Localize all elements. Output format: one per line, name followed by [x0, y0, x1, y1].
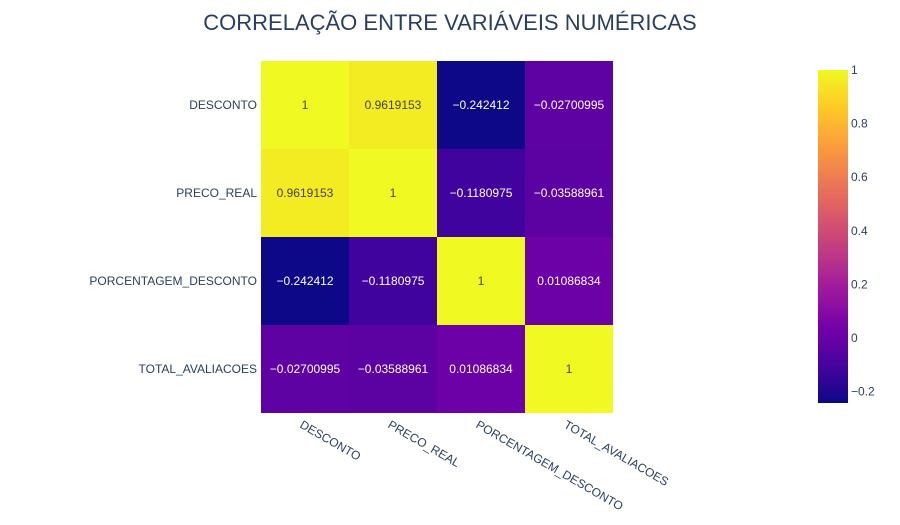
heatmap-cell-label-2-1: −0.1180975: [362, 274, 425, 288]
x-axis-ticks: DESCONTO PRECO_REAL PORCENTAGEM_DESCONTOTO…: [298, 417, 672, 513]
heatmap-cell-label-1-0: 0.9619153: [277, 186, 334, 200]
y-tick-label: PRECO_REAL: [176, 186, 257, 200]
colorbar-tick-label: −0.2: [851, 385, 875, 399]
heatmap-cell-labels: 1 0.9619153 −0.242412 −0.02700995 0.9619153 1…: [270, 98, 605, 376]
heatmap-cell-label-1-1: 1: [390, 186, 397, 200]
heatmap-cell-label-0-0: 1: [302, 98, 309, 112]
colorbar-tick-label: 0: [851, 331, 858, 345]
heatmap-cell-label-3-1: −0.03588961: [358, 362, 429, 376]
heatmap-cell-label-2-2: 1: [478, 274, 485, 288]
heatmap-cell-label-0-2: −0.242412: [452, 98, 509, 112]
heatmap-cell-3-1: [349, 325, 437, 413]
heatmap-cell-label-2-3: 0.01086834: [537, 274, 601, 288]
y-tick-label: DESCONTO: [189, 98, 257, 112]
heatmap-cell-0-2: [437, 61, 525, 149]
heatmap-cell-label-1-2: −0.1180975: [450, 186, 513, 200]
heatmap-cell-1-0: [261, 149, 349, 237]
heatmap-cell-1-3: [525, 149, 613, 237]
heatmap-cell-1-1: [349, 149, 437, 237]
heatmap-cells: [261, 61, 613, 413]
colorbar-tick-label: 0.4: [851, 224, 868, 238]
colorbar-ticks: 1 0.8 0.6 0.4 0.2 0 −0.2: [851, 63, 875, 399]
heatmap-cell-label-0-1: 0.9619153: [365, 98, 422, 112]
colorbar-tick-label: 0.6: [851, 170, 868, 184]
y-tick-label: TOTAL_AVALIACOES: [139, 362, 258, 376]
heatmap-cell-label-3-0: −0.02700995: [270, 362, 341, 376]
heatmap-cell-0-0: [261, 61, 349, 149]
heatmap-cell-2-2: [437, 237, 525, 325]
colorbar-tick-label: 1: [851, 63, 858, 77]
heatmap-cell-label-1-3: −0.03588961: [534, 186, 605, 200]
colorbar-tick-label: 0.2: [851, 277, 868, 291]
heatmap-cell-label-0-3: −0.02700995: [534, 98, 605, 112]
heatmap-cell-3-3: [525, 325, 613, 413]
colorbar-gradient: [818, 70, 848, 403]
heatmap-cell-0-1: [349, 61, 437, 149]
heatmap-cell-label-2-0: −0.242412: [276, 274, 333, 288]
heatmap-cell-label-3-2: 0.01086834: [449, 362, 513, 376]
heatmap-cell-3-2: [437, 325, 525, 413]
colorbar-tick-label: 0.8: [851, 117, 868, 131]
y-tick-label: PORCENTAGEM_DESCONTO: [89, 274, 257, 288]
heatmap-cell-3-0: [261, 325, 349, 413]
chart-title: CORRELAÇÃO ENTRE VARIÁVEIS NUMÉRICAS: [203, 10, 696, 35]
x-tick-label: DESCONTO: [298, 417, 364, 463]
x-tick-label: PRECO_REAL: [386, 417, 463, 470]
heatmap-cell-2-1: [349, 237, 437, 325]
heatmap-cell-label-3-3: 1: [566, 362, 573, 376]
heatmap-cell-2-3: [525, 237, 613, 325]
heatmap-cell-0-3: [525, 61, 613, 149]
x-tick-label: PORCENTAGEM_DESCONTO: [474, 417, 626, 513]
y-axis-ticks: DESCONTO PRECO_REAL PORCENTAGEM_DESCONTO TO…: [89, 98, 257, 376]
heatmap-cell-1-2: [437, 149, 525, 237]
heatmap-cell-2-0: [261, 237, 349, 325]
colorbar: [818, 70, 848, 403]
